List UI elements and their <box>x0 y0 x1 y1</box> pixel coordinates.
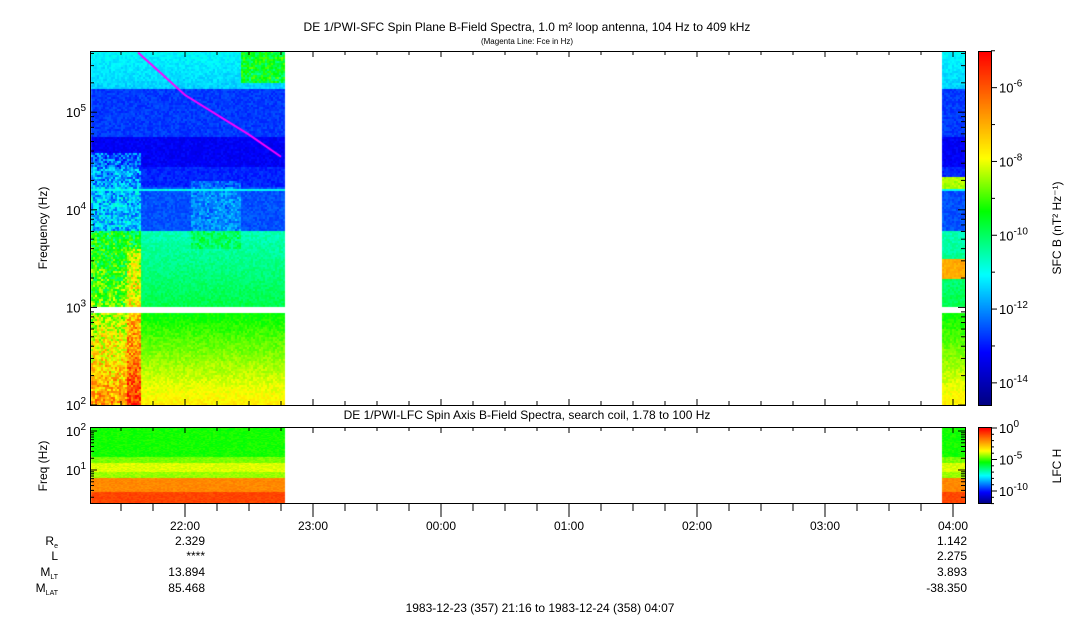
y-tick-label-exp: 4 <box>80 201 86 212</box>
ephemeris-value: 1.142 <box>937 534 967 548</box>
colorbar-tick-label-exp: -6 <box>1013 79 1022 90</box>
ephemeris-label-main: M <box>36 581 46 595</box>
colorbar-tick-label-exp: -14 <box>1013 374 1028 385</box>
colorbar-tick-label-exp: -10 <box>1013 226 1028 237</box>
ephemeris-label: L <box>51 549 58 563</box>
x-tick-label: 22:00 <box>170 519 200 533</box>
sfc-colorbar <box>979 52 991 405</box>
x-tick-label: 00:00 <box>426 519 456 533</box>
chart-title: DE 1/PWI-SFC Spin Plane B-Field Spectra,… <box>304 20 751 34</box>
lower-plot-frame <box>90 427 966 504</box>
y-tick-label: 104 <box>66 201 86 218</box>
lower-colorbar-tick-label-base: 10 <box>999 484 1013 499</box>
lower-y-tick-label-base: 10 <box>66 424 80 439</box>
ephemeris-label: Re <box>45 534 58 550</box>
lower-colorbar-tick-label-base: 10 <box>999 453 1013 468</box>
lower-panel-title: DE 1/PWI-LFC Spin Axis B-Field Spectra, … <box>344 408 711 422</box>
lower-colorbar-tick-label-exp: -5 <box>1013 451 1022 462</box>
ephemeris-label: MLT <box>40 565 58 581</box>
ephemeris-label-main: L <box>51 549 58 563</box>
lower-colorbar-tick-label: 100 <box>999 419 1019 436</box>
lower-y-axis-label: Freq (Hz) <box>36 441 50 492</box>
x-tick-label: 03:00 <box>810 519 840 533</box>
y-tick-label-exp: 2 <box>80 396 86 407</box>
y-tick-label: 102 <box>66 396 86 413</box>
lfc-spectrogram <box>90 427 965 503</box>
main-plot-frame <box>90 51 966 406</box>
ephemeris-value: 2.329 <box>175 534 205 548</box>
sfc-spectrogram <box>90 51 965 405</box>
colorbar-tick-label: 10-14 <box>999 374 1028 391</box>
colorbar-tick-label: 10-10 <box>999 226 1028 243</box>
ephemeris-value: -38.350 <box>926 581 967 595</box>
y-tick-label-base: 10 <box>66 398 80 413</box>
lower-y-tick-label-exp: 1 <box>80 461 86 472</box>
lower-colorbar-frame <box>978 427 992 504</box>
lower-colorbar-tick-label: 10-10 <box>999 482 1028 499</box>
y-tick-label: 103 <box>66 298 86 315</box>
ephemeris-value: **** <box>186 549 205 563</box>
ephemeris-label-main: R <box>45 534 54 548</box>
colorbar-tick-label-base: 10 <box>999 81 1013 96</box>
x-tick-label: 02:00 <box>682 519 712 533</box>
time-range-label: 1983-12-23 (357) 21:16 to 1983-12-24 (35… <box>406 601 675 615</box>
colorbar-tick-label: 10-12 <box>999 300 1028 317</box>
lfc-colorbar <box>979 428 991 503</box>
x-tick-label: 23:00 <box>298 519 328 533</box>
colorbar-tick-label-base: 10 <box>999 228 1013 243</box>
lower-colorbar-tick-label-exp: 0 <box>1013 419 1019 430</box>
x-tick-label: 01:00 <box>554 519 584 533</box>
y-tick-label-exp: 5 <box>80 103 86 114</box>
ephemeris-label-sub: LAT <box>46 590 59 597</box>
colorbar-tick-label: 10-8 <box>999 152 1023 169</box>
y-tick-label-base: 10 <box>66 300 80 315</box>
lower-y-tick-label: 101 <box>66 461 86 478</box>
lower-colorbar-label: LFC H <box>1050 449 1064 484</box>
lower-y-tick-label-exp: 2 <box>80 422 86 433</box>
lower-y-tick-label-base: 10 <box>66 463 80 478</box>
colorbar-tick-label-exp: -8 <box>1013 152 1022 163</box>
ephemeris-value: 3.893 <box>937 565 967 579</box>
chart-subtitle: (Magenta Line: Fce in Hz) <box>481 37 573 46</box>
x-tick-label: 04:00 <box>938 519 968 533</box>
ephemeris-value: 13.894 <box>168 565 205 579</box>
y-tick-label-base: 10 <box>66 203 80 218</box>
ephemeris-value: 85.468 <box>168 581 205 595</box>
colorbar-tick-label-base: 10 <box>999 154 1013 169</box>
y-tick-label-exp: 3 <box>80 298 86 309</box>
y-tick-label-base: 10 <box>66 105 80 120</box>
colorbar-frame <box>978 51 992 406</box>
ephemeris-value: 2.275 <box>937 549 967 563</box>
ephemeris-label-sub: LT <box>50 574 58 581</box>
ephemeris-label-main: M <box>40 565 50 579</box>
lower-colorbar-tick-label-base: 10 <box>999 421 1013 436</box>
ephemeris-label: MLAT <box>36 581 59 597</box>
colorbar-tick-label: 10-6 <box>999 79 1023 96</box>
lower-colorbar-tick-label: 10-5 <box>999 451 1023 468</box>
colorbar-tick-label-exp: -12 <box>1013 300 1028 311</box>
ephemeris-label-sub: e <box>54 543 58 550</box>
lower-colorbar-tick-label-exp: -10 <box>1013 482 1028 493</box>
lower-y-tick-label: 102 <box>66 422 86 439</box>
y-axis-label: Frequency (Hz) <box>36 187 50 270</box>
y-tick-label: 105 <box>66 103 86 120</box>
colorbar-label: SFC B (nT² Hz⁻¹) <box>1050 182 1064 275</box>
colorbar-tick-label-base: 10 <box>999 302 1013 317</box>
colorbar-tick-label-base: 10 <box>999 376 1013 391</box>
